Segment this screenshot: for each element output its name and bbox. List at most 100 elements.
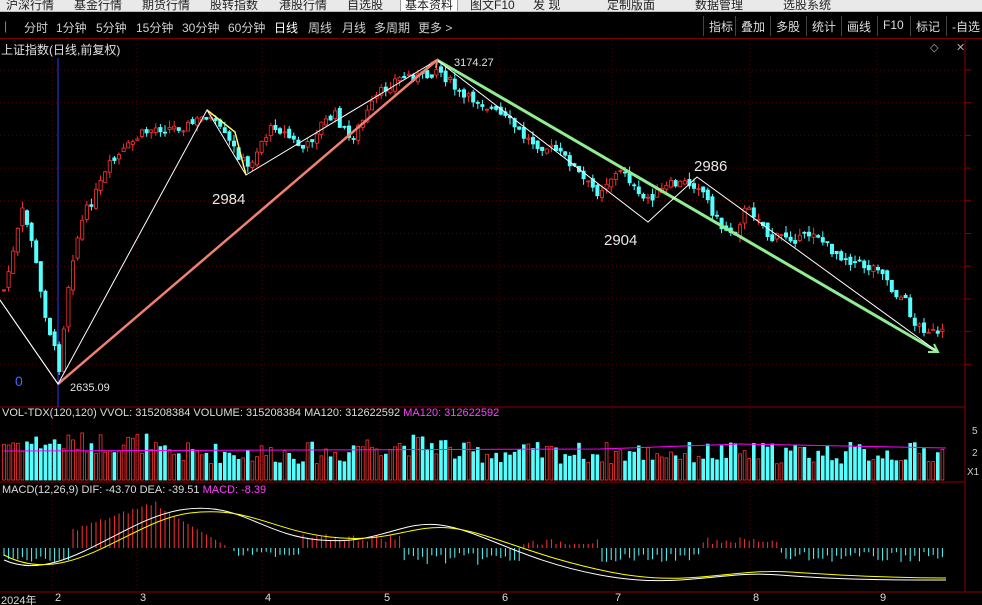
- macd-dea-line: [3, 511, 947, 579]
- period-tab-2[interactable]: 5分钟: [96, 21, 127, 35]
- period-tab-7[interactable]: 周线: [308, 21, 333, 35]
- volume-bar: [517, 449, 521, 481]
- volume-bar: [917, 453, 922, 481]
- volume-bar: [867, 460, 871, 481]
- volume-bar: [825, 445, 830, 481]
- volume-bar: [75, 448, 80, 481]
- volume-bar: [936, 452, 940, 481]
- volume-bar: [485, 453, 489, 481]
- volume-bar: [360, 446, 365, 481]
- volume-bar: [586, 462, 590, 481]
- candle-body: [784, 232, 789, 238]
- kline-chart[interactable]: [0, 40, 982, 605]
- candle-body: [144, 129, 149, 134]
- menu-item-10[interactable]: 数据管理: [695, 0, 744, 12]
- menu-item-8[interactable]: 发 现: [533, 0, 561, 12]
- chart-settings-icon[interactable]: ◇: [930, 42, 939, 54]
- menu-item-9[interactable]: 定制版面: [607, 0, 656, 12]
- tool-button-7[interactable]: -自选: [946, 16, 982, 36]
- menu-item-3[interactable]: 股转指数: [210, 0, 259, 12]
- candle-body: [48, 317, 53, 335]
- candle-body: [646, 196, 651, 199]
- volume-bar: [678, 458, 682, 481]
- candle-body: [15, 227, 20, 253]
- volume-bar: [471, 451, 475, 481]
- candle-body: [149, 129, 154, 133]
- volume-bar: [218, 462, 223, 481]
- period-tab-6[interactable]: 日线: [274, 21, 299, 35]
- tool-button-4[interactable]: 画线: [841, 16, 876, 36]
- volume-bar: [153, 442, 158, 481]
- menu-item-0[interactable]: 沪深行情: [6, 0, 55, 12]
- volume-bar: [209, 462, 213, 481]
- volume-bar: [186, 442, 190, 481]
- candle-body: [57, 344, 62, 372]
- period-tab-5[interactable]: 60分钟: [228, 21, 266, 35]
- menu-item-5[interactable]: 自选股: [347, 0, 384, 12]
- candle-body: [457, 89, 462, 92]
- candle-body: [213, 118, 218, 121]
- candle-body: [586, 180, 591, 183]
- candle-body: [811, 233, 816, 238]
- candle-body: [549, 144, 554, 148]
- volume-bar: [922, 448, 926, 481]
- candle-body: [807, 231, 812, 237]
- candle-body: [531, 137, 536, 145]
- candle-body: [673, 180, 678, 187]
- menu-item-4[interactable]: 港股行情: [279, 0, 328, 12]
- candle-body: [305, 141, 310, 148]
- candle-body: [328, 115, 333, 121]
- period-tab-1[interactable]: 1分钟: [56, 21, 87, 35]
- candle-body: [517, 126, 522, 130]
- candle-body: [94, 188, 99, 209]
- tool-button-6[interactable]: 标记: [910, 16, 945, 36]
- volume-bar: [563, 454, 567, 481]
- tool-button-1[interactable]: 叠加: [735, 16, 770, 36]
- volume-bar: [572, 454, 577, 481]
- volume-bar: [351, 445, 356, 481]
- period-tab-8[interactable]: 月线: [342, 21, 367, 35]
- menu-item-2[interactable]: 期货行情: [142, 0, 191, 12]
- volume-bar: [236, 458, 241, 481]
- menu-item-11[interactable]: 选股系统: [783, 0, 832, 12]
- volume-bar: [328, 456, 333, 481]
- candle-body: [43, 290, 48, 318]
- volume-bar: [853, 447, 857, 481]
- candle-body: [664, 184, 669, 190]
- volume-bar: [494, 452, 498, 481]
- period-tab-3[interactable]: 15分钟: [136, 21, 174, 35]
- candle-body: [609, 178, 614, 188]
- tool-button-5[interactable]: F10: [877, 16, 909, 36]
- menu-item-6[interactable]: 基本资料: [400, 0, 459, 11]
- candle-body: [75, 237, 80, 259]
- menu-item-7[interactable]: 图文F10: [470, 0, 515, 12]
- period-tab-9[interactable]: 多周期: [374, 21, 411, 35]
- period-tab-4[interactable]: 30分钟: [182, 21, 220, 35]
- tool-button-2[interactable]: 多股: [770, 16, 805, 36]
- volume-bar: [112, 452, 117, 481]
- candle-body: [98, 179, 103, 191]
- candle-body: [29, 222, 34, 241]
- period-tab-10[interactable]: 更多 >: [418, 21, 453, 35]
- volume-bar: [480, 462, 485, 481]
- volume-bar: [172, 453, 177, 481]
- volume-bar: [784, 447, 788, 481]
- period-tab-0[interactable]: 分时: [24, 21, 49, 35]
- candle-body: [521, 127, 526, 139]
- volume-bar: [816, 450, 820, 481]
- wave-label-2904: 2904: [604, 232, 638, 249]
- close-icon[interactable]: ✕: [956, 42, 966, 54]
- volume-bar: [62, 448, 66, 481]
- candle-body: [117, 154, 122, 160]
- candle-body: [319, 121, 324, 135]
- vvol-value: VVOL: 315208384: [99, 407, 191, 419]
- macd-indicator-name: MACD(12,26,9): [2, 484, 79, 496]
- candle-body: [797, 234, 802, 241]
- tool-button-0[interactable]: 指标: [703, 16, 738, 36]
- volume-bar: [66, 434, 71, 481]
- menu-item-1[interactable]: 基金行情: [74, 0, 123, 12]
- candle-body: [765, 222, 770, 237]
- wave-start: [0, 299, 59, 385]
- candle-body: [406, 73, 411, 76]
- tool-button-3[interactable]: 统计: [806, 16, 841, 36]
